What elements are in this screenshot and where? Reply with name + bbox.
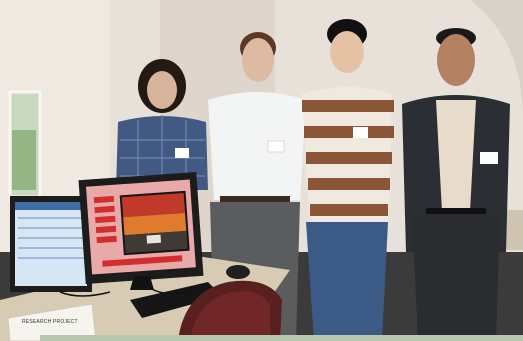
person-striped-shirt xyxy=(302,19,394,341)
person3-face xyxy=(330,31,364,73)
person1-badge xyxy=(175,148,189,158)
left-monitor xyxy=(10,196,92,292)
person-dark-suit xyxy=(402,28,510,341)
placard-text: RESEARCH PROJECT xyxy=(22,319,78,325)
person2-badge xyxy=(267,140,285,153)
placard-icon xyxy=(7,303,97,341)
person4-belt xyxy=(426,208,486,214)
keyboard-icon xyxy=(130,282,222,318)
person-plaid-shirt xyxy=(116,59,208,190)
person2-shirt xyxy=(208,92,306,200)
person2-face xyxy=(242,38,274,82)
mouse-icon xyxy=(226,265,250,279)
person4-face xyxy=(437,34,475,86)
main-monitor xyxy=(78,172,204,290)
bottom-strip xyxy=(40,335,523,341)
person3-badge xyxy=(353,127,368,138)
person3-stripes xyxy=(302,100,394,216)
person3-jeans xyxy=(306,222,388,341)
chair-icon xyxy=(178,280,282,341)
arched-ceiling-trim xyxy=(470,0,523,120)
person4-shirt xyxy=(436,100,476,212)
cables xyxy=(59,285,201,297)
person4-badge xyxy=(480,152,498,164)
monitor-stand xyxy=(130,276,154,290)
person4-pants xyxy=(412,214,500,341)
person2-belt xyxy=(220,196,290,202)
window-plant xyxy=(12,130,36,190)
person1-face xyxy=(147,71,177,109)
